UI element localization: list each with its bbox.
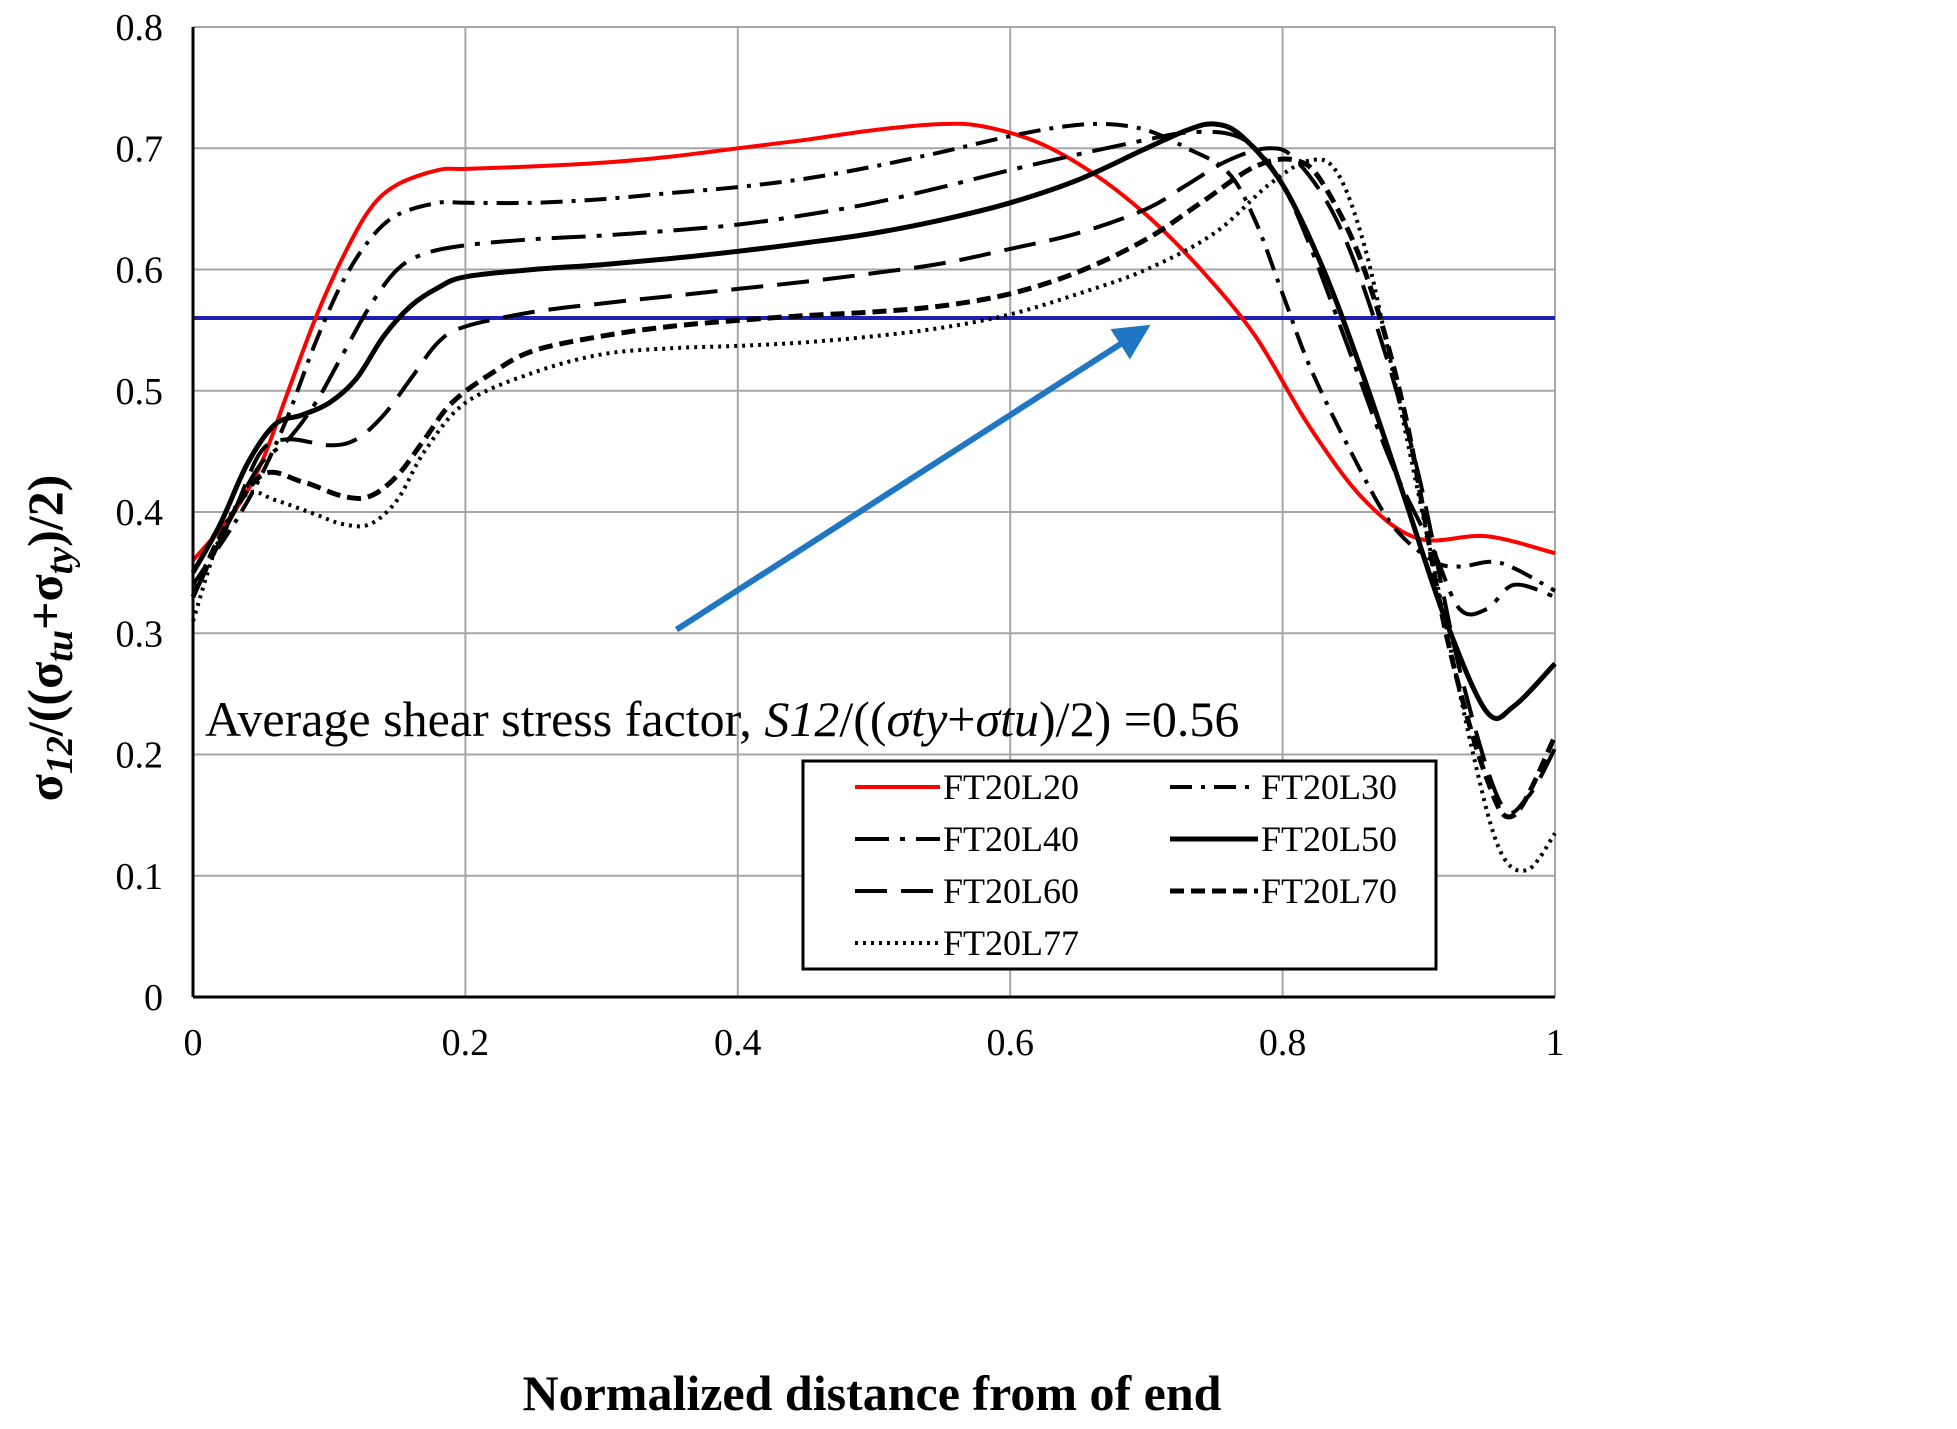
x-tick-label: 1	[1546, 1022, 1565, 1064]
series-line-ft20l30	[191, 121, 1556, 593]
legend-label-ft20l60: FT20L60	[943, 871, 1079, 911]
y-tick-label: 0.6	[116, 250, 164, 292]
legend-label-ft20l77: FT20L77	[943, 923, 1079, 963]
y-tick-label: 0.5	[116, 371, 164, 413]
y-tick-label: 0.8	[116, 7, 164, 49]
legend-label-ft20l20: FT20L20	[943, 767, 1079, 807]
legend: FT20L20 FT20L30 FT20L40 FT20L50 FT20L60 FT20L…	[801, 759, 1438, 971]
legend-label-ft20l40: FT20L40	[943, 819, 1079, 859]
annotation-arrow	[674, 324, 1151, 633]
x-tick-label: 0.2	[442, 1022, 490, 1064]
series-line-ft20l40	[191, 129, 1556, 617]
legend-label-ft20l50: FT20L50	[1261, 819, 1397, 859]
y-tick-label: 0.7	[116, 128, 164, 170]
x-axis-title: Normalized distance from of end	[523, 1365, 1222, 1421]
y-tick-label: 0	[144, 977, 163, 1019]
legend-box	[801, 759, 1438, 971]
x-tick-label: 0	[184, 1022, 203, 1064]
y-tick-label: 0.1	[116, 856, 164, 898]
annotation-prefix: Average shear stress factor,	[205, 691, 764, 747]
x-tick-label: 0.8	[1259, 1022, 1307, 1064]
y-title-mid: /((σ	[17, 662, 73, 737]
annotation-suffix: )/2) =0.56	[1039, 691, 1239, 747]
y-tick-label: 0.2	[116, 735, 164, 777]
y-title-tail: )/2)	[17, 475, 73, 547]
series-line-ft20l20	[191, 121, 1556, 562]
y-title-sigma: σ	[17, 774, 73, 801]
x-tick-label: 0.6	[986, 1022, 1034, 1064]
annotation-group: Average shear stress factor, S12/((σty+σ…	[205, 324, 1239, 747]
y-title-plus: +σ	[17, 574, 73, 630]
annotation-mid: /((	[839, 691, 886, 747]
annotation-text: Average shear stress factor, S12/((σty+σ…	[205, 691, 1239, 747]
series-line-ft20l70	[190, 156, 1558, 820]
tick-labels: 0 0.1 0.2 0.3 0.4 0.5 0.6 0.7 0.8 0 0.2 0.4 0.6 0.8 1	[116, 7, 1565, 1064]
legend-label-ft20l70: FT20L70	[1261, 871, 1397, 911]
series-group	[190, 121, 1558, 873]
annotation-sigma-ty: σty	[887, 691, 949, 747]
y-axis-title: σ12/((σtu+σty)/2)	[17, 475, 81, 802]
y-title-subtu: tu	[39, 630, 81, 662]
annotation-sigma-tu: σtu	[975, 691, 1039, 747]
annotation-s12: S12	[764, 691, 839, 747]
y-title-sub12: 12	[39, 736, 81, 774]
series-line-ft20l50	[190, 121, 1557, 721]
y-tick-label: 0.4	[116, 492, 164, 534]
axes	[191, 27, 1555, 999]
annotation-plus: +	[947, 691, 975, 747]
legend-label-ft20l30: FT20L30	[1261, 767, 1397, 807]
x-tick-label: 0.4	[714, 1022, 762, 1064]
y-title-subty: ty	[39, 547, 81, 575]
y-tick-label: 0.3	[116, 613, 164, 655]
